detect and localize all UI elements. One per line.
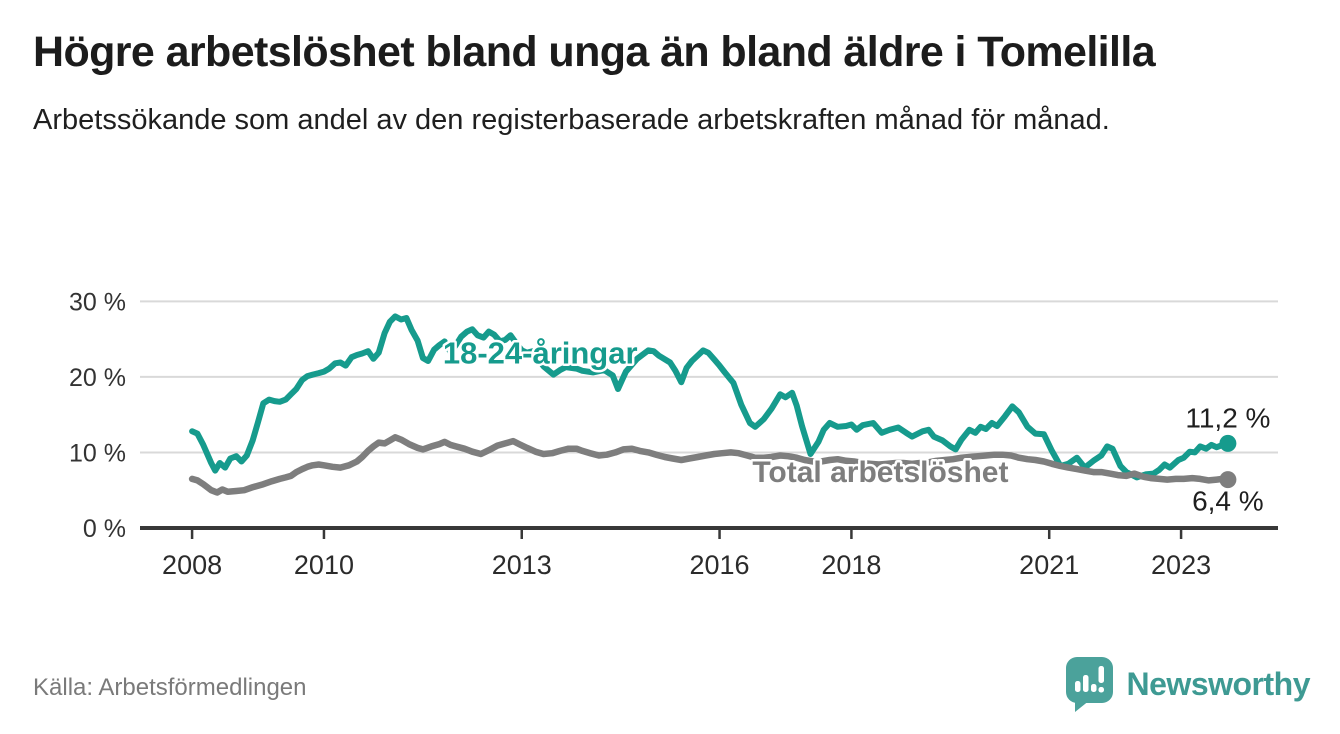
y-tick-label: 10 % bbox=[69, 439, 126, 467]
total-end-dot bbox=[1219, 471, 1237, 489]
source-note: Källa: Arbetsförmedlingen bbox=[33, 674, 307, 701]
newsworthy-wordmark: Newsworthy bbox=[1126, 666, 1311, 702]
youth-end-value-label: 11,2 % bbox=[1185, 402, 1270, 433]
x-tick-label: 2021 bbox=[1019, 550, 1079, 580]
x-tick-label: 2010 bbox=[294, 550, 354, 580]
chart-subtitle: Arbetssökande som andel av den registerb… bbox=[33, 104, 1110, 137]
y-tick-label: 20 % bbox=[69, 364, 126, 392]
newsworthy-logo-icon bbox=[1065, 657, 1113, 712]
x-tick-label: 2013 bbox=[492, 550, 552, 580]
x-tick-label: 2008 bbox=[162, 550, 222, 580]
line-chart: 30 % 20 % 10 % 0 % 2008 2010 2013 2016 2018 2021 2… bbox=[69, 288, 1278, 580]
x-tick-label: 2018 bbox=[821, 550, 881, 580]
total-end-value-label: 6,4 % bbox=[1192, 486, 1264, 517]
youth-series-label: 18-24-åringar bbox=[443, 336, 638, 371]
newsworthy-logo[interactable]: Newsworthy bbox=[1065, 656, 1311, 713]
total-series-label: Total arbetslöshet bbox=[752, 456, 1008, 489]
y-tick-label: 30 % bbox=[69, 288, 126, 316]
unemployment-youth-line bbox=[189, 313, 1231, 481]
x-tick-label: 2023 bbox=[1151, 550, 1211, 580]
chart-header: Högre arbetslöshet bland unga än bland ä… bbox=[33, 26, 1243, 140]
youth-end-dot bbox=[1219, 434, 1237, 452]
x-tick-label: 2016 bbox=[690, 550, 750, 580]
y-tick-label: 0 % bbox=[83, 515, 126, 543]
unemployment-total-line bbox=[188, 434, 1232, 496]
page-title: Högre arbetslöshet bland unga än bland ä… bbox=[33, 28, 1156, 76]
